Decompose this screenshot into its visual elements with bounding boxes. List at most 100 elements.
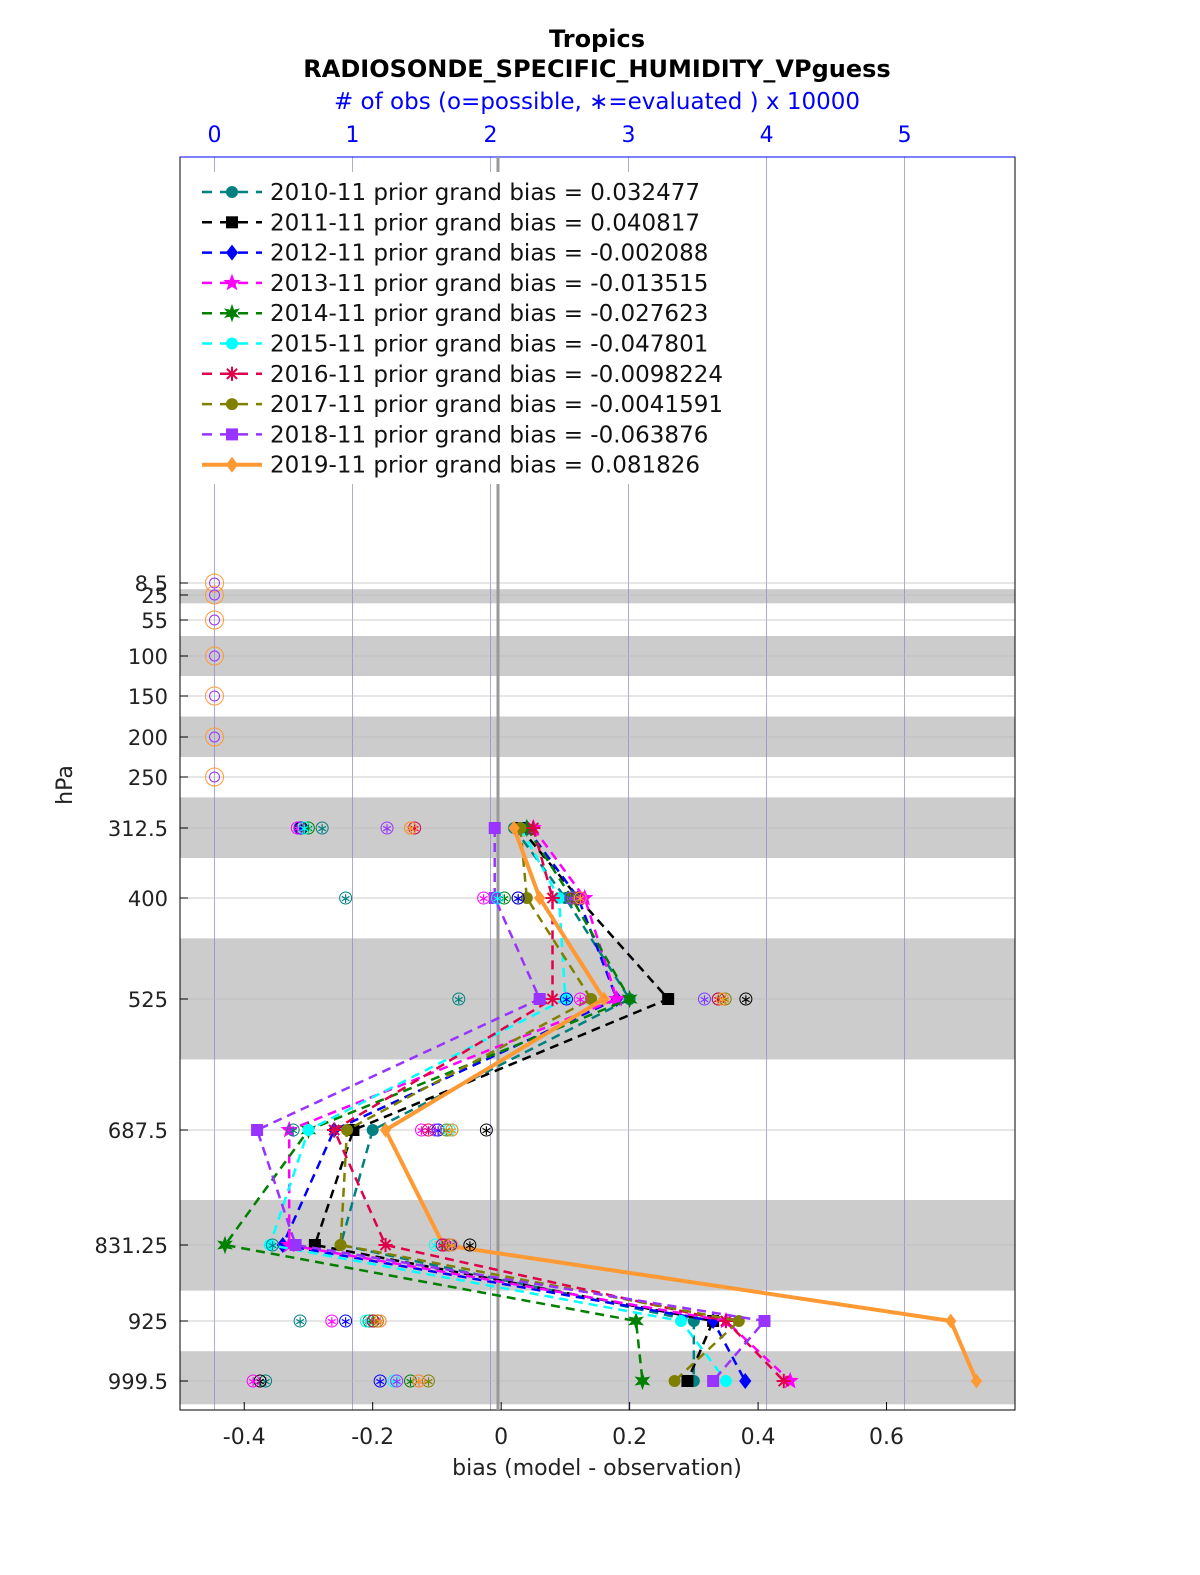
obs-possible-marker xyxy=(209,589,221,601)
chart-subtitle: RADIOSONDE_SPECIFIC_HUMIDITY_VPguess xyxy=(303,55,890,83)
obs-possible-marker xyxy=(209,731,221,743)
obs-evaluated-marker: ∗ xyxy=(717,992,729,1008)
y-tick-label: 525 xyxy=(128,988,168,1012)
obs-possible-marker xyxy=(442,1123,456,1137)
asterisk-stroke xyxy=(226,368,238,380)
asterisk-stroke xyxy=(328,1124,340,1136)
data-point xyxy=(378,1237,393,1253)
y-tick-label: 400 xyxy=(128,887,168,911)
obs-possible-marker xyxy=(403,821,417,835)
obs-possible-marker xyxy=(463,1238,477,1252)
obs-possible-marker xyxy=(573,992,587,1006)
obs-evaluated-marker: ∗ xyxy=(453,992,465,1008)
obs-possible-marker xyxy=(209,650,221,662)
obs-evaluated-marker: ∗ xyxy=(405,821,417,837)
data-point xyxy=(758,1315,771,1327)
x-tick-label: 0.2 xyxy=(612,1425,647,1450)
obs-possible-marker xyxy=(490,891,504,905)
obs-possible-marker xyxy=(380,821,394,835)
obs-possible-marker xyxy=(209,614,221,626)
obs-possible-marker xyxy=(246,1374,260,1388)
data-point xyxy=(675,1315,687,1327)
obs-possible-marker xyxy=(479,1123,493,1137)
obs-possible-marker xyxy=(293,1314,307,1328)
obs-possible-marker xyxy=(362,1314,376,1328)
obs-evaluated-marker: ∗ xyxy=(267,1238,279,1254)
asterisk-stroke xyxy=(546,993,559,1005)
data-point xyxy=(334,1239,347,1251)
y-tick-label: 250 xyxy=(128,766,168,790)
data-point xyxy=(226,186,238,198)
obs-possible-marker xyxy=(428,1238,442,1252)
y-tick-label: 831.25 xyxy=(95,1234,168,1258)
x-tick-label: 0.6 xyxy=(869,1425,904,1450)
data-point xyxy=(488,822,501,834)
obs-possible-marker xyxy=(205,767,225,787)
obs-possible-marker xyxy=(387,1374,401,1388)
obs-evaluated-marker: ∗ xyxy=(287,1123,299,1139)
obs-evaluated-marker: ∗ xyxy=(298,821,310,837)
shaded-layers xyxy=(180,589,1015,1405)
obs-evaluated-marker: ∗ xyxy=(699,992,711,1008)
obs-possible-marker xyxy=(569,891,583,905)
data-point xyxy=(225,244,239,261)
y-tick-label: 312.5 xyxy=(108,817,168,841)
obs-possible-marker xyxy=(403,1374,417,1388)
obs-evaluated-marker: ∗ xyxy=(574,992,586,1008)
data-point xyxy=(608,989,626,1007)
data-point xyxy=(226,428,238,441)
data-point xyxy=(970,1373,983,1389)
data-point xyxy=(634,1371,651,1391)
legend-entry: 2013-11 prior grand bias = -0.013515 xyxy=(270,271,708,297)
obs-possible-marker xyxy=(566,891,580,905)
y-tick-label: 55 xyxy=(141,609,168,633)
obs-possible-marker xyxy=(421,1374,435,1388)
data-point xyxy=(945,1313,957,1329)
obs-evaluated-marker: ∗ xyxy=(478,891,490,907)
obs-possible-marker xyxy=(325,1314,339,1328)
obs-evaluated-marker: ∗ xyxy=(574,891,586,907)
data-point xyxy=(226,216,238,229)
obs-possible-marker xyxy=(205,646,225,666)
obs-evaluated-marker: ∗ xyxy=(247,1374,259,1390)
obs-evaluated-marker: ∗ xyxy=(464,1238,476,1254)
obs-evaluated-marker: ∗ xyxy=(405,1374,417,1390)
obs-evaluated-marker: ∗ xyxy=(443,1238,455,1254)
obs-evaluated-marker: ∗ xyxy=(374,1314,386,1330)
data-point xyxy=(225,456,239,473)
obs-possible-marker xyxy=(209,577,221,589)
legend-entry: 2011-11 prior grand bias = 0.040817 xyxy=(270,210,700,236)
data-point xyxy=(621,989,638,1009)
data-point xyxy=(718,1313,734,1329)
obs-possible-marker xyxy=(297,821,311,835)
obs-possible-marker xyxy=(205,686,225,706)
y-tick-label: 925 xyxy=(128,1310,168,1334)
asterisk-stroke xyxy=(720,1315,732,1327)
obs-evaluated-marker: ∗ xyxy=(374,1314,386,1330)
x-tick-label: -0.4 xyxy=(223,1425,266,1450)
obs-possible-marker xyxy=(697,992,711,1006)
y-tick-label: 25 xyxy=(141,584,168,608)
legend-entry: 2012-11 prior grand bias = -0.002088 xyxy=(270,241,708,267)
obs-evaluated-marker: ∗ xyxy=(367,1314,379,1330)
obs-evaluated-marker: ∗ xyxy=(561,992,573,1008)
obs-possible-marker xyxy=(559,992,573,1006)
obs-evaluated-marker: ∗ xyxy=(326,1314,338,1330)
obs-evaluated-marker: ∗ xyxy=(565,891,577,907)
obs-evaluated-marker: ∗ xyxy=(443,1123,455,1139)
obs-possible-marker xyxy=(373,1314,387,1328)
obs-possible-marker xyxy=(415,1123,429,1137)
data-point xyxy=(224,366,240,381)
obs-possible-marker xyxy=(339,1314,353,1328)
obs-evaluated-marker: ∗ xyxy=(429,1123,441,1139)
obs-evaluated-marker: ∗ xyxy=(439,1238,451,1254)
obs-possible-marker xyxy=(390,1374,404,1388)
obs-evaluated-marker: ∗ xyxy=(371,1314,383,1330)
top-axis-label: # of obs (o=possible, ∗=evaluated ) x 10… xyxy=(334,89,860,115)
asterisk-stroke xyxy=(778,1375,790,1387)
data-point xyxy=(545,890,560,906)
series-line xyxy=(287,827,792,1382)
shaded-layer xyxy=(180,589,1015,604)
obs-evaluated-marker: ∗ xyxy=(388,1374,400,1390)
obs-possible-marker xyxy=(315,821,329,835)
